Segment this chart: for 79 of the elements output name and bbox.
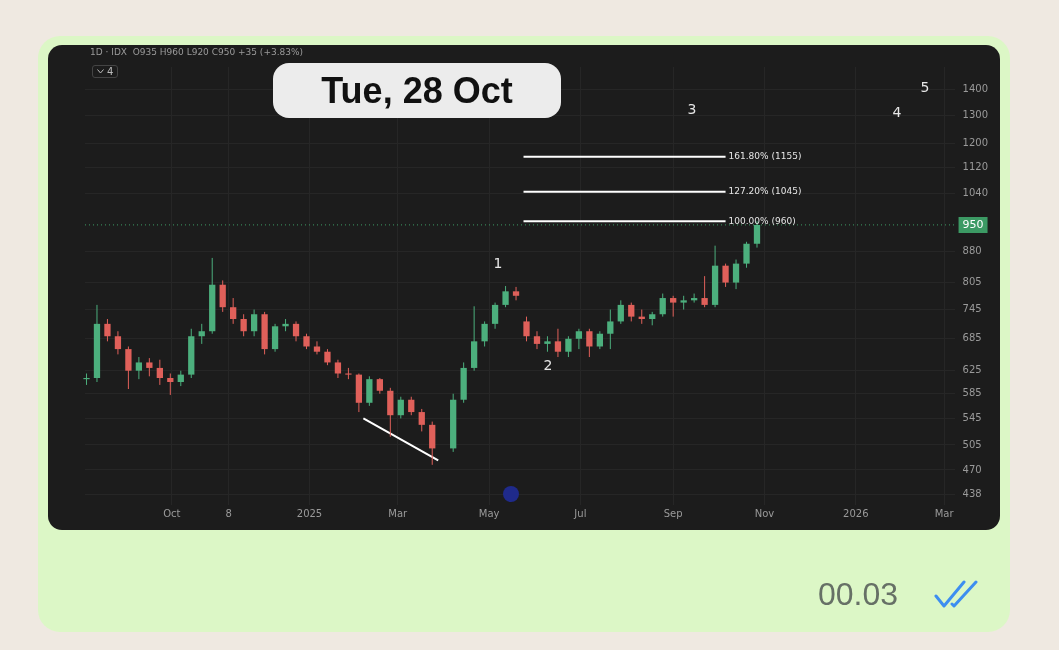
candlestick [334,359,342,379]
candlestick [533,330,541,350]
candlestick [481,320,488,347]
candlestick [418,408,425,432]
y-tick-label: 880 [962,245,982,257]
candlestick [565,335,572,358]
y-tick-label: 1200 [962,137,988,149]
x-tick-label: Sep [663,507,683,519]
annotation: 2 [542,357,554,373]
chart-subtitle: 1D · IDX O935 H960 L920 C950 +35 (+3.83%) [90,47,304,57]
y-tick-label: 1120 [962,161,988,173]
candlestick [397,396,404,419]
annotation: 5 [919,79,931,95]
y-tick-label: 625 [962,364,982,376]
annotation: 100.00% (960) [728,215,796,226]
y-tick-label: 1040 [962,186,988,198]
x-tick-label: Nov [754,507,775,519]
candlestick [701,275,708,308]
candlestick [670,295,677,318]
candlestick [250,309,258,337]
candlestick [83,373,90,386]
candlestick [491,302,499,330]
candlestick [230,297,237,325]
annotation: Tue, 28 Oct [273,63,561,118]
candlestick [586,328,593,358]
candlestick [575,328,583,350]
y-tick-label: 745 [962,303,982,315]
candlestick [135,356,143,380]
candlestick [366,375,373,407]
candlestick [554,328,562,358]
x-tick-label: 2026 [843,507,869,519]
candlestick [617,299,624,325]
x-tick-label: May [478,507,500,519]
y-tick-label: 685 [962,332,982,344]
x-tick-label: Jul [573,507,587,519]
y-tick-label: 438 [962,488,982,500]
candlestick [732,259,740,290]
candlestick [125,345,132,390]
text: 00.03 [818,576,899,613]
candlestick [240,313,247,337]
candlestick [502,285,509,308]
candlestick [628,302,635,322]
y-tick-label: 585 [962,387,982,399]
y-tick-label: 470 [962,463,982,475]
y-tick-label: 1400 [962,83,988,95]
ref-line-label: 950 [962,217,984,231]
annotation: 3 [686,101,698,117]
candlestick [429,421,436,466]
candlestick [408,396,415,416]
annotation: 161.80% (1155) [728,151,802,162]
candlestick [292,320,300,342]
candlestick [313,340,321,355]
candlestick [104,318,111,342]
candlestick [114,330,122,355]
candlestick [156,359,163,386]
candlestick [659,293,666,318]
annotation: 1 [492,255,504,271]
candlestick [167,373,174,396]
candlestick [146,357,153,377]
candlestick [607,309,614,350]
annotation: 4 [891,104,903,120]
x-tick-label: Mar [388,507,409,519]
candlestick [722,263,729,288]
x-tick-label: Oct [163,507,181,519]
x-tick-label: 8 [225,507,232,519]
candlestick [219,279,226,313]
y-tick-label: 545 [962,411,982,423]
candlestick [512,286,520,301]
y-tick-label: 805 [962,276,982,288]
x-tick-label: 2025 [296,507,323,519]
candlestick [271,323,279,353]
x-tick-label: Mar [934,507,955,519]
y-tick-label: 505 [962,438,982,450]
candlestick [198,323,205,345]
candlestick [523,316,530,342]
candlestick [743,241,750,269]
annotation: 127.20% (1045) [728,186,802,197]
annotation: 4 [107,66,114,77]
y-tick-label: 1300 [962,109,988,121]
